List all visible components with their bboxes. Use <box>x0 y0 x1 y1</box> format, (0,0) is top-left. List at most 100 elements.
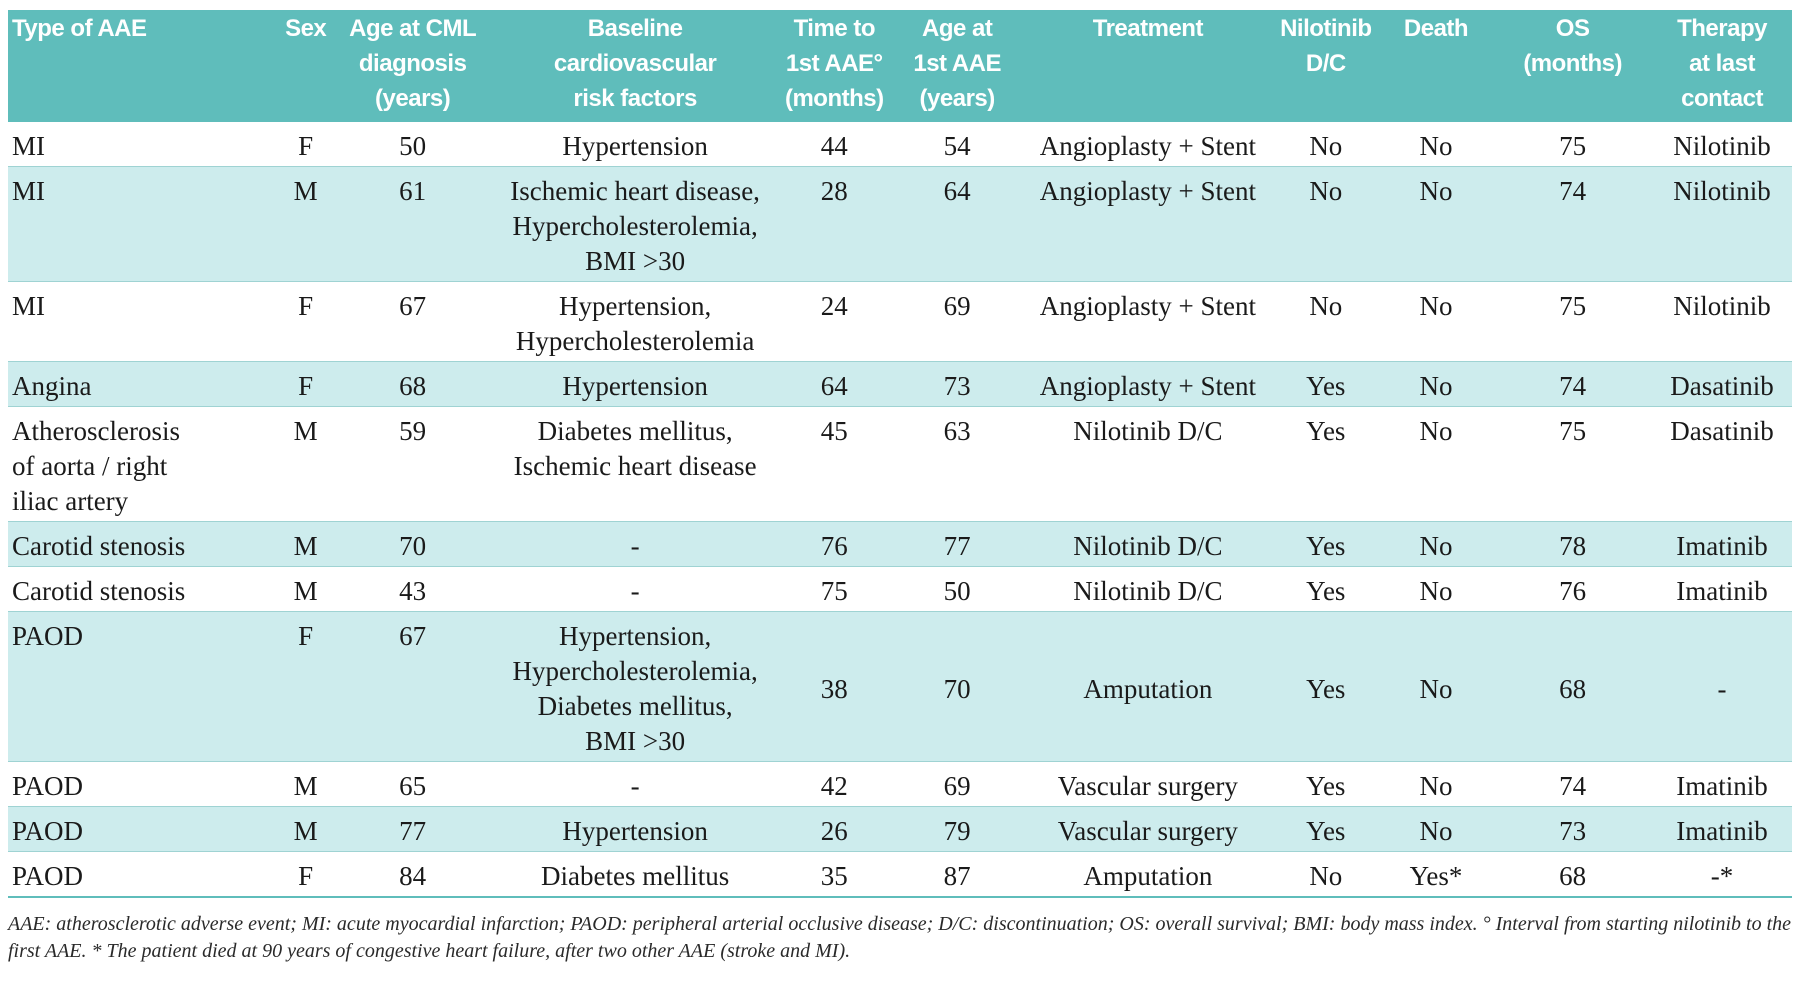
cell-type: PAOD <box>8 806 280 852</box>
table-row: PAOD M 77 Hypertension 26 79 Vascular surgery Y… <box>8 806 1792 852</box>
cell-nilotinib-dc: Yes <box>1272 806 1379 852</box>
cell-therapy-last: Imatinib <box>1652 521 1792 567</box>
cell-time-to-aae: 24 <box>820 291 848 321</box>
col-header-os: OS (months) <box>1493 10 1653 122</box>
cell-death: No <box>1378 361 1494 407</box>
cell-death: Yes* <box>1409 861 1463 891</box>
table-row: Atherosclerosis of aorta / right iliac a… <box>8 407 1792 522</box>
cell-age-at-aae: 63 <box>943 416 971 446</box>
cell-os: 75 <box>1559 131 1587 161</box>
cell-time-to-aae: 45 <box>820 416 848 446</box>
cell-risk-factors: Hypertension <box>493 806 778 852</box>
col-header-risk-factors: Baseline cardiovascular risk factors <box>493 10 778 122</box>
cell-age-at-aae: 77 <box>891 521 1023 567</box>
cell-time-to-aae: 35 <box>820 861 848 891</box>
cell-therapy-last: Nilotinib <box>1673 131 1771 161</box>
cell-treatment: Angioplasty + Stent <box>1039 131 1256 161</box>
cell-therapy-last: Imatinib <box>1676 576 1768 606</box>
table-row: PAOD F 67 Hypertension, Hypercholesterolemi… <box>8 611 1792 762</box>
cell-risk-factors: - <box>630 771 640 801</box>
cell-therapy-last: Dasatinib <box>1670 416 1774 446</box>
cell-age-at-aae: 69 <box>943 291 971 321</box>
cell-time-to-aae: 26 <box>777 806 892 852</box>
cell-nilotinib-dc: Yes <box>1306 416 1346 446</box>
cell-os: 78 <box>1493 521 1653 567</box>
col-header-age-at-aae: Age at 1st AAE (years) <box>891 10 1023 122</box>
cell-death: No <box>1378 521 1494 567</box>
cell-type: PAOD <box>8 611 280 762</box>
cell-age-diagnosis: 70 <box>332 521 494 567</box>
cell-treatment: Amputation <box>1022 611 1273 762</box>
cell-age-at-aae: 54 <box>943 131 971 161</box>
table-row: PAOD F 84 Diabetes mellitus 35 87 Amputation No… <box>8 852 1792 897</box>
cell-type: Atherosclerosis of aorta / right iliac a… <box>12 416 180 516</box>
cell-therapy-last: Imatinib <box>1676 771 1768 801</box>
cell-risk-factors: Diabetes mellitus, Ischemic heart diseas… <box>513 416 757 481</box>
table-row: MI M 61 Ischemic heart disease, Hypercholes… <box>8 166 1792 282</box>
header-row: Type of AAE Sex Age at CML diagnosis (ye… <box>8 10 1792 122</box>
cell-therapy-last: Dasatinib <box>1652 361 1792 407</box>
cell-age-diagnosis: 67 <box>399 291 427 321</box>
cell-risk-factors: Hypertension, Hypercholesterolemia, Diab… <box>493 611 778 762</box>
cell-type: PAOD <box>12 771 84 801</box>
cell-nilotinib-dc: Yes <box>1272 361 1379 407</box>
cell-os: 74 <box>1493 361 1653 407</box>
cell-age-at-aae: 69 <box>943 771 971 801</box>
cell-risk-factors: - <box>493 521 778 567</box>
col-header-therapy-last: Therapy at last contact <box>1652 10 1792 122</box>
cell-sex: F <box>298 861 314 891</box>
cell-age-diagnosis: 50 <box>399 131 427 161</box>
cell-age-at-aae: 70 <box>891 611 1023 762</box>
cell-age-diagnosis: 43 <box>399 576 427 606</box>
cell-death: No <box>1419 576 1453 606</box>
table-row: Angina F 68 Hypertension 64 73 Angioplasty + S… <box>8 361 1792 407</box>
cell-death: No <box>1378 806 1494 852</box>
cell-age-diagnosis: 65 <box>399 771 427 801</box>
cell-age-diagnosis: 84 <box>399 861 427 891</box>
table-row: MI F 50 Hypertension 44 54 Angioplasty + Stent… <box>8 122 1792 167</box>
cell-risk-factors: Ischemic heart disease, Hypercholesterol… <box>493 166 778 282</box>
cell-therapy-last: - <box>1652 611 1792 762</box>
cell-treatment: Nilotinib D/C <box>1073 576 1223 606</box>
table-footnote: AAE: atherosclerotic adverse event; MI: … <box>8 913 1791 962</box>
cell-therapy-last: Imatinib <box>1652 806 1792 852</box>
cell-sex: M <box>293 771 318 801</box>
cell-os: 73 <box>1493 806 1653 852</box>
cell-age-diagnosis: 68 <box>332 361 494 407</box>
cell-nilotinib-dc: Yes <box>1272 611 1379 762</box>
cell-treatment: Amputation <box>1083 861 1213 891</box>
cell-treatment: Vascular surgery <box>1057 771 1238 801</box>
cell-os: 76 <box>1559 576 1587 606</box>
cell-nilotinib-dc: No <box>1309 291 1343 321</box>
cell-type: PAOD <box>12 861 84 891</box>
cell-type: MI <box>12 131 45 161</box>
cell-time-to-aae: 28 <box>777 166 892 282</box>
cell-risk-factors: Hypertension, Hypercholesterolemia <box>515 291 755 356</box>
table-row: Carotid stenosis M 43 - 75 50 Nilotinib D/C Yes… <box>8 567 1792 612</box>
cell-death: No <box>1378 611 1494 762</box>
cell-type: Angina <box>8 361 280 407</box>
cell-treatment: Nilotinib D/C <box>1022 521 1273 567</box>
cell-type: MI <box>12 291 45 321</box>
cell-nilotinib-dc: No <box>1309 861 1343 891</box>
cell-age-at-aae: 50 <box>943 576 971 606</box>
table-row: Carotid stenosis M 70-76 77 Nilotinib D/C Yes… <box>8 521 1792 567</box>
cell-death: No <box>1419 291 1453 321</box>
cell-type: Carotid stenosis <box>8 521 280 567</box>
table-row: PAOD M 65 - 42 69 Vascular surgery Yes No 74 Imati… <box>8 762 1792 807</box>
cell-os: 74 <box>1559 771 1587 801</box>
cell-age-diagnosis: 67 <box>332 611 494 762</box>
col-header-type: Type of AAE <box>8 10 280 122</box>
cell-type: Carotid stenosis <box>12 576 186 606</box>
cell-risk-factors: Hypertension <box>562 131 708 161</box>
col-header-age-diagnosis: Age at CML diagnosis (years) <box>332 10 494 122</box>
cell-sex: F <box>279 611 333 762</box>
cell-time-to-aae: 38 <box>777 611 892 762</box>
cell-sex: F <box>298 131 314 161</box>
cell-time-to-aae: 76 <box>777 521 892 567</box>
cell-os: 75 <box>1559 416 1587 446</box>
cell-treatment: Angioplasty + Stent <box>1022 361 1273 407</box>
cell-treatment: Nilotinib D/C <box>1073 416 1223 446</box>
cell-death: No <box>1378 166 1494 282</box>
col-header-sex: Sex <box>279 10 333 122</box>
